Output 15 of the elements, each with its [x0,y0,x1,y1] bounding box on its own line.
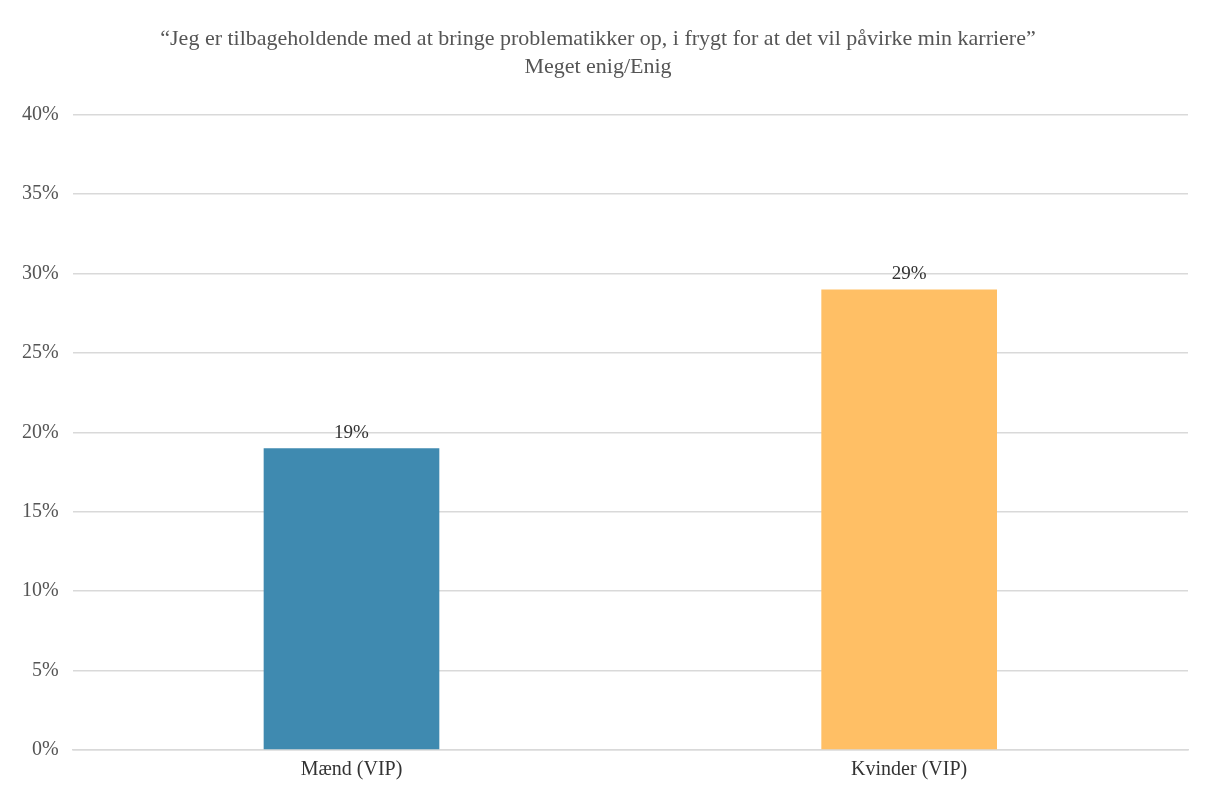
y-tick-label: 20% [21,419,59,442]
x-tick-label: Kvinder (VIP) [851,757,968,781]
y-tick-label: 10% [21,578,59,601]
y-tick-label: 15% [21,499,59,522]
data-label: 29% [891,261,927,283]
y-tick-label: 30% [21,260,59,283]
data-label: 19% [334,420,370,442]
y-tick-label: 35% [21,181,59,204]
chart-title: “Jeg er tilbageholdende med at bringe problematikker op, i frygt for at det vil påvirke min karriere” [160,24,1036,50]
y-tick-label: 0% [31,737,59,760]
chart-subtitle: Meget enig/Enig [524,53,672,79]
y-tick-label: 40% [21,102,59,125]
y-tick-label: 5% [31,657,59,680]
y-tick-label: 25% [21,340,59,363]
x-tick-label: Mænd (VIP) [300,757,403,781]
